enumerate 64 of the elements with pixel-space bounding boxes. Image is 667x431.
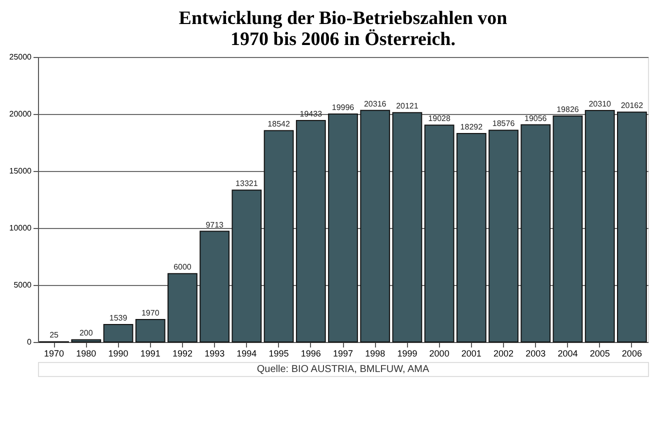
x-tick-label: 2005 (590, 348, 610, 358)
data-label: 18292 (460, 122, 484, 132)
bar (584, 110, 615, 342)
x-tick-label: 1997 (332, 348, 354, 358)
text: Entwicklung der Bio-Betriebszahlen von (178, 8, 508, 29)
x-tick-label: 1993 (204, 348, 225, 358)
x-tick-label: 1996 (300, 348, 321, 358)
bar (520, 124, 551, 342)
data-label: 25 (50, 330, 60, 340)
data-label: 1970 (141, 308, 160, 318)
y-tick-label: 0 (27, 338, 32, 346)
data-label: 20310 (588, 99, 612, 108)
x-tick-label: 1980 (76, 348, 96, 358)
x-tick-label: 2003 (526, 348, 546, 358)
data-label: 200 (79, 328, 94, 338)
x-tick-label: 2004 (558, 348, 578, 358)
data-label: 19028 (428, 114, 451, 124)
y-tick-label: 20000 (9, 110, 32, 118)
data-label: 19056 (524, 114, 548, 123)
data-label: 18576 (492, 119, 516, 128)
bar (168, 273, 198, 342)
x-tick-label: 1970 (44, 348, 64, 358)
data-label: 13321 (236, 179, 258, 188)
text: 1970 bis 2006 in Österreich. (230, 29, 456, 50)
data-label: 1539 (109, 313, 128, 322)
bar (264, 130, 294, 342)
bar (103, 324, 134, 342)
x-tick-label: 1990 (108, 348, 128, 358)
bar (135, 319, 166, 342)
x-tick-label: 1995 (268, 348, 289, 358)
y-tick-label: 10000 (9, 224, 32, 232)
data-label: 20121 (396, 102, 419, 111)
bar (424, 124, 454, 342)
data-label: 20162 (620, 101, 644, 110)
bar (296, 120, 326, 342)
bar (360, 110, 390, 342)
bar (456, 132, 486, 342)
bar (232, 190, 262, 342)
data-label: 20316 (364, 99, 387, 108)
x-tick-label: 1998 (365, 348, 386, 358)
source-note: Quelle: BIO AUSTRIA, BMLFUW, AMA (256, 364, 430, 375)
bar (392, 112, 422, 342)
y-tick-label: 25000 (9, 52, 32, 62)
x-tick-label: 1999 (397, 348, 418, 358)
x-tick-label: 2000 (429, 348, 450, 358)
bar (617, 112, 647, 342)
bar (328, 114, 358, 342)
x-tick-label: 2001 (461, 348, 482, 358)
bar (71, 339, 102, 342)
data-label: 19826 (556, 104, 580, 114)
x-tick-label: 2006 (622, 348, 642, 358)
x-tick-label: 2002 (494, 348, 514, 358)
data-label: 9713 (206, 220, 224, 230)
data-label: 19996 (332, 103, 355, 112)
x-tick-label: 1991 (140, 348, 160, 358)
y-tick-label: 5000 (14, 280, 32, 290)
data-label: 6000 (174, 262, 192, 272)
data-label: 18542 (268, 120, 290, 129)
x-tick-label: 1994 (236, 348, 257, 358)
bar (200, 230, 230, 342)
x-tick-label: 1992 (172, 348, 192, 358)
y-tick-label: 15000 (9, 166, 32, 176)
bar (552, 115, 583, 342)
bar (488, 130, 518, 342)
